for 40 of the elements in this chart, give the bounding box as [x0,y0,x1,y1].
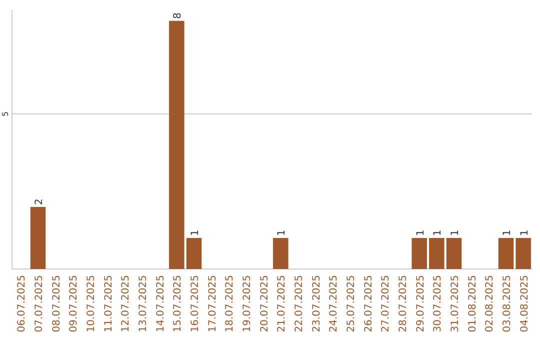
x-tick-label: 23.07.2025 [311,275,322,332]
x-tick-label: 11.07.2025 [103,275,114,332]
y-tick-label: 5 [1,111,10,116]
data-label: 8 [172,12,184,19]
data-label: 1 [502,230,513,236]
x-tick-label: 28.07.2025 [398,275,409,332]
x-tick-label: 08.07.2025 [51,275,62,332]
x-tick-label: 30.07.2025 [432,275,444,332]
x-tick-label: 20.07.2025 [259,275,270,332]
x-tick-label: 31.07.2025 [450,275,461,332]
data-label: 1 [432,230,444,236]
x-tick-label: 13.07.2025 [138,275,149,332]
data-label: 1 [450,230,461,236]
x-tick-label: 09.07.2025 [68,275,80,332]
x-tick-label: 26.07.2025 [363,275,374,332]
x-tick-label: 14.07.2025 [155,275,166,332]
x-tick-label: 27.07.2025 [380,275,392,332]
x-tick-label: 03.08.2025 [502,275,513,332]
data-label: 1 [276,230,288,236]
x-tick-label: 02.08.2025 [484,275,496,332]
x-tick-label: 19.07.2025 [242,275,253,332]
x-tick-label: 25.07.2025 [346,275,357,332]
x-tick-label: 04.08.2025 [519,275,530,332]
x-tick-label: 06.07.2025 [16,275,28,332]
data-label: 2 [34,198,45,205]
x-tick-label: 12.07.2025 [120,275,132,332]
x-tick-label: 22.07.2025 [294,275,305,332]
x-tick-label: 16.07.2025 [190,275,201,332]
x-tick-label: 24.07.2025 [328,275,340,332]
x-tick-label: 17.07.2025 [207,275,218,332]
data-label: 1 [415,230,426,236]
x-tick-label: 21.07.2025 [276,275,288,332]
x-tick-label: 29.07.2025 [415,275,426,332]
data-label: 1 [519,230,530,236]
x-tick-label: 07.07.2025 [34,275,45,332]
x-tick-label: 18.07.2025 [224,275,236,332]
x-tick-label: 01.08.2025 [467,275,478,332]
data-label: 1 [190,230,201,236]
x-tick-label: 10.07.2025 [86,275,97,332]
x-tick-label: 15.07.2025 [172,275,184,332]
